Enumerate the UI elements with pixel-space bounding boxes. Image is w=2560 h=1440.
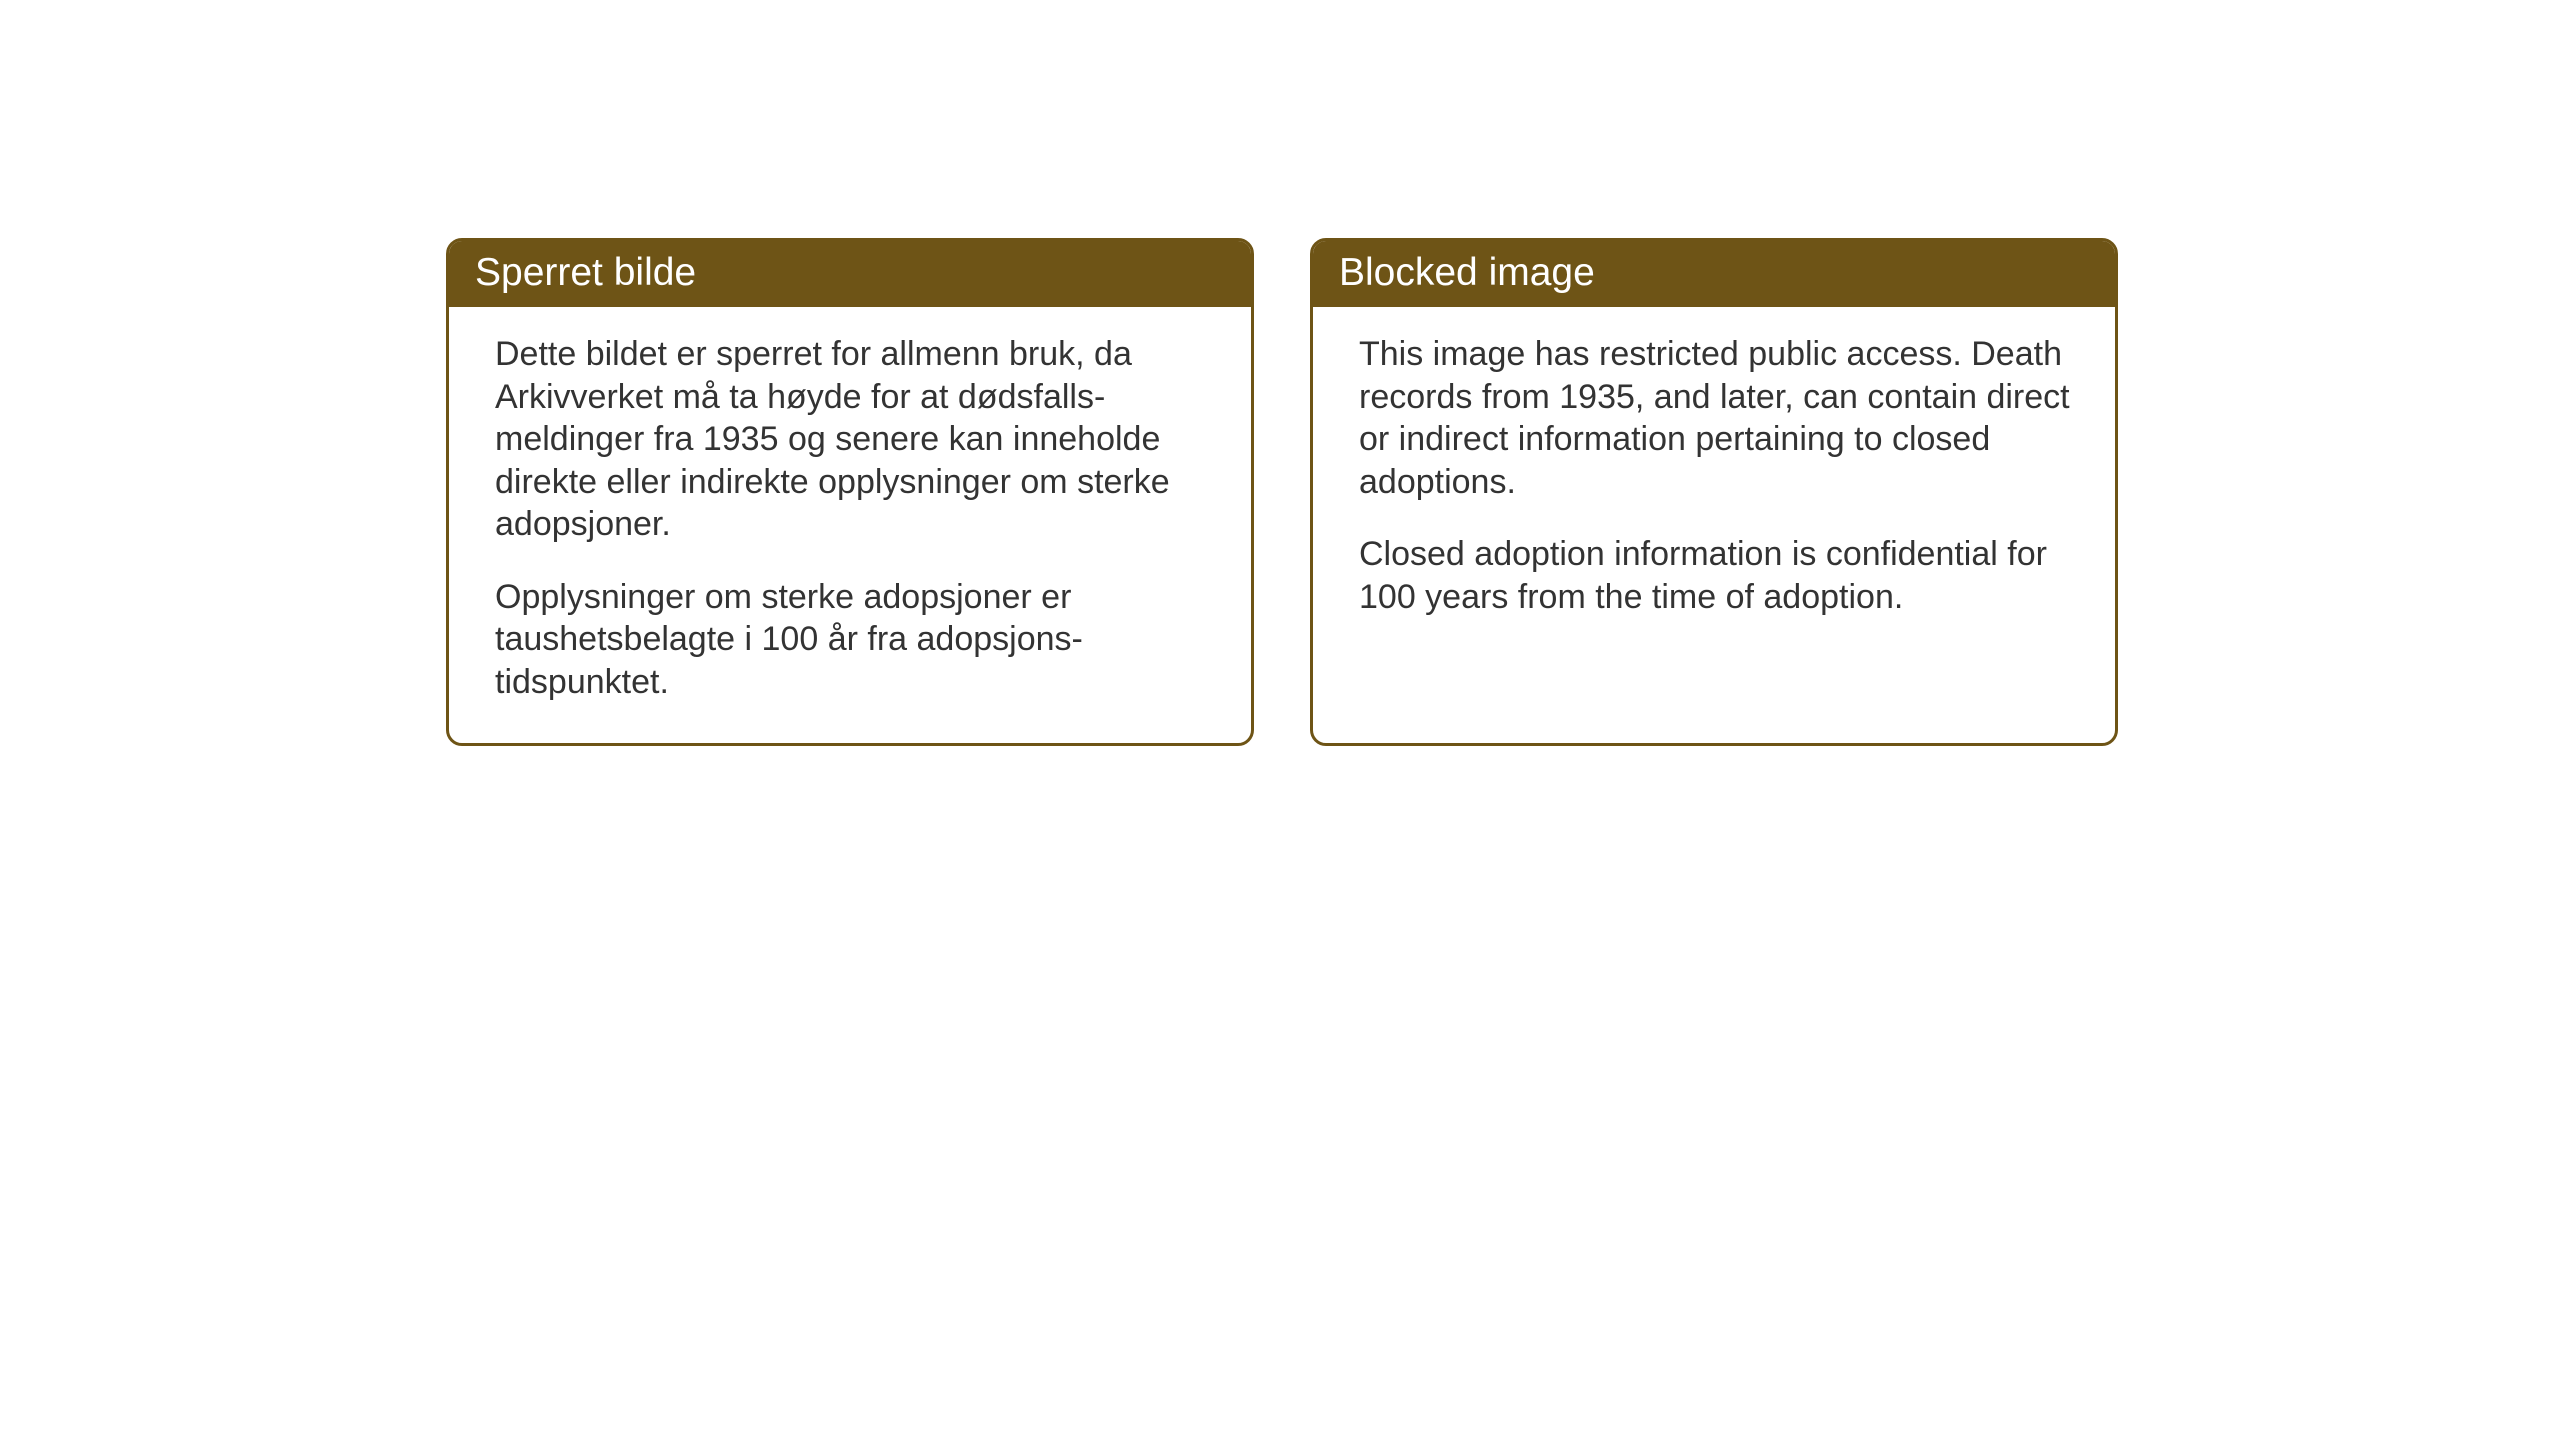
card-body-english: This image has restricted public access.… <box>1313 307 2115 728</box>
card-english: Blocked image This image has restricted … <box>1310 238 2118 746</box>
card-header-norwegian: Sperret bilde <box>449 241 1251 307</box>
card-paragraph-1-english: This image has restricted public access.… <box>1359 333 2075 503</box>
cards-container: Sperret bilde Dette bildet er sperret fo… <box>446 238 2118 746</box>
card-header-english: Blocked image <box>1313 241 2115 307</box>
card-paragraph-2-norwegian: Opplysninger om sterke adopsjoner er tau… <box>495 576 1211 704</box>
card-paragraph-2-english: Closed adoption information is confident… <box>1359 533 2075 618</box>
card-norwegian: Sperret bilde Dette bildet er sperret fo… <box>446 238 1254 746</box>
card-title-english: Blocked image <box>1339 251 1595 294</box>
card-body-norwegian: Dette bildet er sperret for allmenn bruk… <box>449 307 1251 743</box>
card-title-norwegian: Sperret bilde <box>475 251 696 294</box>
card-paragraph-1-norwegian: Dette bildet er sperret for allmenn bruk… <box>495 333 1211 546</box>
